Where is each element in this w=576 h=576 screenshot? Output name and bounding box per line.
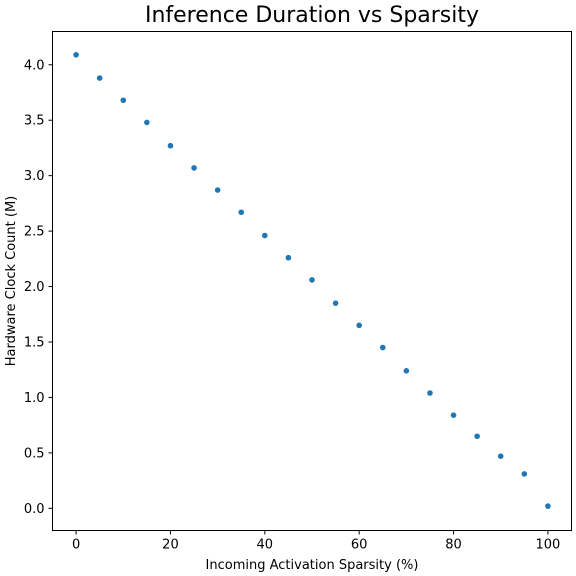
x-axis-label: Incoming Activation Sparsity (%) [206,558,419,573]
y-tick-label: 3.5 [24,114,45,129]
y-axis: 0.0 0.5 1.0 1.5 2.0 2.5 3.0 3.5 4.0 [24,58,53,517]
y-tick-label: 3.0 [24,169,45,184]
data-point [474,433,480,440]
y-tick-label: 0.5 [24,446,45,461]
data-point [356,322,362,329]
data-point [144,119,150,126]
x-tick-label: 0 [72,538,80,553]
x-tick-label: 80 [445,538,462,553]
data-point [379,344,386,351]
y-tick-label: 1.0 [24,391,45,406]
data-point [403,368,410,374]
data-point [545,503,551,509]
data-point [427,390,433,396]
data-point [262,232,268,239]
x-tick-label: 20 [162,538,179,553]
data-point [73,51,79,58]
x-tick-label: 100 [535,538,560,553]
y-tick-label: 1.5 [24,335,45,350]
y-tick-label: 2.5 [24,225,45,240]
data-point [191,165,197,171]
data-point [332,300,339,306]
data-point [120,97,127,104]
x-tick-label: 40 [257,538,274,553]
y-tick-label: 2.0 [24,280,45,295]
y-axis-label: Hardware Clock Count (M) [4,196,19,366]
chart-title: Inference Duration vs Sparsity [145,3,479,28]
y-tick-label: 4.0 [24,58,45,73]
data-point [167,142,174,149]
data-point [309,277,315,283]
data-point [497,453,504,460]
data-point [214,187,221,193]
x-axis: 0 20 40 60 80 100 [72,530,560,553]
data-point [521,471,528,477]
x-tick-label: 60 [351,538,368,553]
plot-area [73,51,551,509]
data-point [450,412,457,418]
data-point [285,254,292,261]
plot-frame [52,31,572,531]
y-tick-label: 0.0 [24,502,45,517]
data-point [96,75,103,81]
data-point [238,209,245,216]
